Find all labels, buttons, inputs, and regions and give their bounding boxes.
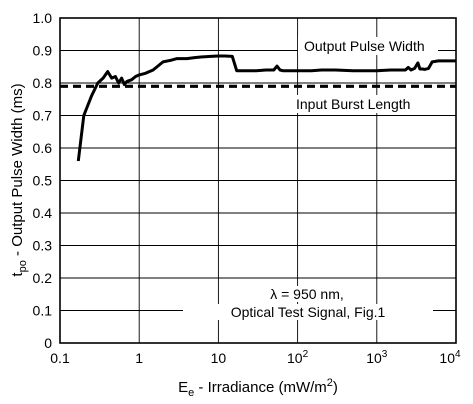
output-pulse-width-label: Output Pulse Width [304,38,425,54]
input-label-bg [292,95,428,113]
x-tick-label-1: 1 [135,350,143,366]
y-tick-label-8: 0.8 [33,75,53,91]
x-tick-base-4: 10 [366,350,382,366]
y-axis-label-main: t [9,272,26,277]
x-axis-label-rest: - Irradiance (mW/m [194,379,327,396]
y-axis-label: tpo - Output Pulse Width (ms) [9,83,29,276]
x-tick-exp-3: 2 [303,349,309,360]
y-tick-label-3: 0.3 [33,238,53,254]
x-axis-label-sub: e [188,387,194,399]
input-burst-length-label: Input Burst Length [296,96,410,112]
tick-labels: 00.10.20.30.40.50.60.70.80.91.00.1 1 10 102… [33,10,461,366]
x-axis-label-main: E [178,379,188,396]
y-axis-label-sub: po [17,260,29,272]
x-tick-base-3: 10 [287,350,303,366]
condition-line2-bg [183,304,433,320]
y-tick-label-4: 0.4 [33,205,53,221]
x-tick-label-3: 102 [287,349,309,366]
y-tick-label-7: 0.7 [33,108,53,124]
x-tick-label-0: 0.1 [50,350,70,366]
y-tick-label-5: 0.5 [33,173,53,189]
y-tick-label-6: 0.6 [33,140,53,156]
y-tick-label-1: 0.1 [33,303,53,319]
condition-line2: Optical Test Signal, Fig.1 [231,304,386,320]
x-axis-label: Ee - Irradiance (mW/m2) [178,377,338,399]
output-label-bg [298,37,438,55]
y-tick-label-0: 0 [44,335,52,351]
x-tick-label-2: 10 [211,350,227,366]
x-tick-base-5: 10 [439,350,455,366]
y-axis-label-rest: - Output Pulse Width (ms) [9,83,26,260]
y-tick-label-10: 1.0 [33,10,53,26]
x-tick-label-4: 103 [366,349,388,366]
x-tick-exp-4: 3 [382,349,388,360]
x-axis-label-end: ) [333,379,338,396]
condition-line1-bg [248,286,366,302]
x-tick-exp-5: 4 [455,349,461,360]
plot-frame [59,17,457,344]
x-axis-label-sup: 2 [327,377,333,389]
output-pulse-width-line [76,54,456,162]
x-tick-label-5: 104 [439,349,461,366]
y-tick-label-9: 0.9 [33,43,53,59]
y-tick-label-2: 0.2 [33,270,53,286]
series-layer [60,54,456,162]
grid [59,17,457,344]
condition-line1: λ = 950 nm, [270,286,344,302]
